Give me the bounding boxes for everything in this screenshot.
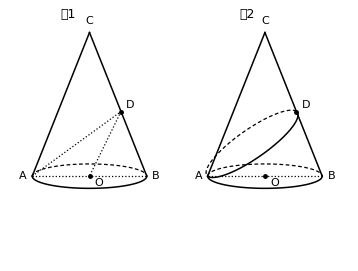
Text: B: B bbox=[328, 171, 335, 181]
Text: A: A bbox=[195, 171, 202, 181]
Text: 図1: 図1 bbox=[61, 8, 76, 21]
Text: B: B bbox=[152, 171, 160, 181]
Text: C: C bbox=[86, 16, 93, 26]
Text: D: D bbox=[126, 100, 135, 110]
Text: D: D bbox=[302, 100, 310, 110]
Text: 図2: 図2 bbox=[240, 8, 255, 21]
Text: A: A bbox=[19, 171, 27, 181]
Text: O: O bbox=[270, 178, 279, 188]
Text: C: C bbox=[261, 16, 269, 26]
Text: O: O bbox=[95, 178, 103, 188]
